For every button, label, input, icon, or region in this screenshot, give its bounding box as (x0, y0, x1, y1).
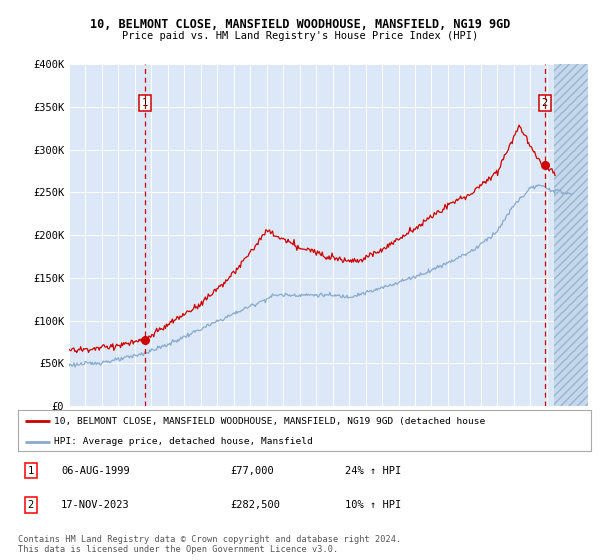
Text: 2: 2 (542, 98, 548, 108)
Text: 2: 2 (28, 500, 34, 510)
Text: 17-NOV-2023: 17-NOV-2023 (61, 500, 130, 510)
Text: 1: 1 (28, 465, 34, 475)
Text: 10% ↑ HPI: 10% ↑ HPI (344, 500, 401, 510)
Text: 24% ↑ HPI: 24% ↑ HPI (344, 465, 401, 475)
Bar (554, 64, 588, 406)
Text: Price paid vs. HM Land Registry's House Price Index (HPI): Price paid vs. HM Land Registry's House … (122, 31, 478, 41)
Text: 1: 1 (142, 98, 148, 108)
Text: 10, BELMONT CLOSE, MANSFIELD WOODHOUSE, MANSFIELD, NG19 9GD: 10, BELMONT CLOSE, MANSFIELD WOODHOUSE, … (90, 17, 510, 31)
Text: HPI: Average price, detached house, Mansfield: HPI: Average price, detached house, Mans… (54, 437, 313, 446)
Text: Contains HM Land Registry data © Crown copyright and database right 2024.
This d: Contains HM Land Registry data © Crown c… (18, 535, 401, 554)
Text: £77,000: £77,000 (230, 465, 274, 475)
Text: 10, BELMONT CLOSE, MANSFIELD WOODHOUSE, MANSFIELD, NG19 9GD (detached house: 10, BELMONT CLOSE, MANSFIELD WOODHOUSE, … (54, 417, 485, 426)
Text: 06-AUG-1999: 06-AUG-1999 (61, 465, 130, 475)
Text: £282,500: £282,500 (230, 500, 280, 510)
